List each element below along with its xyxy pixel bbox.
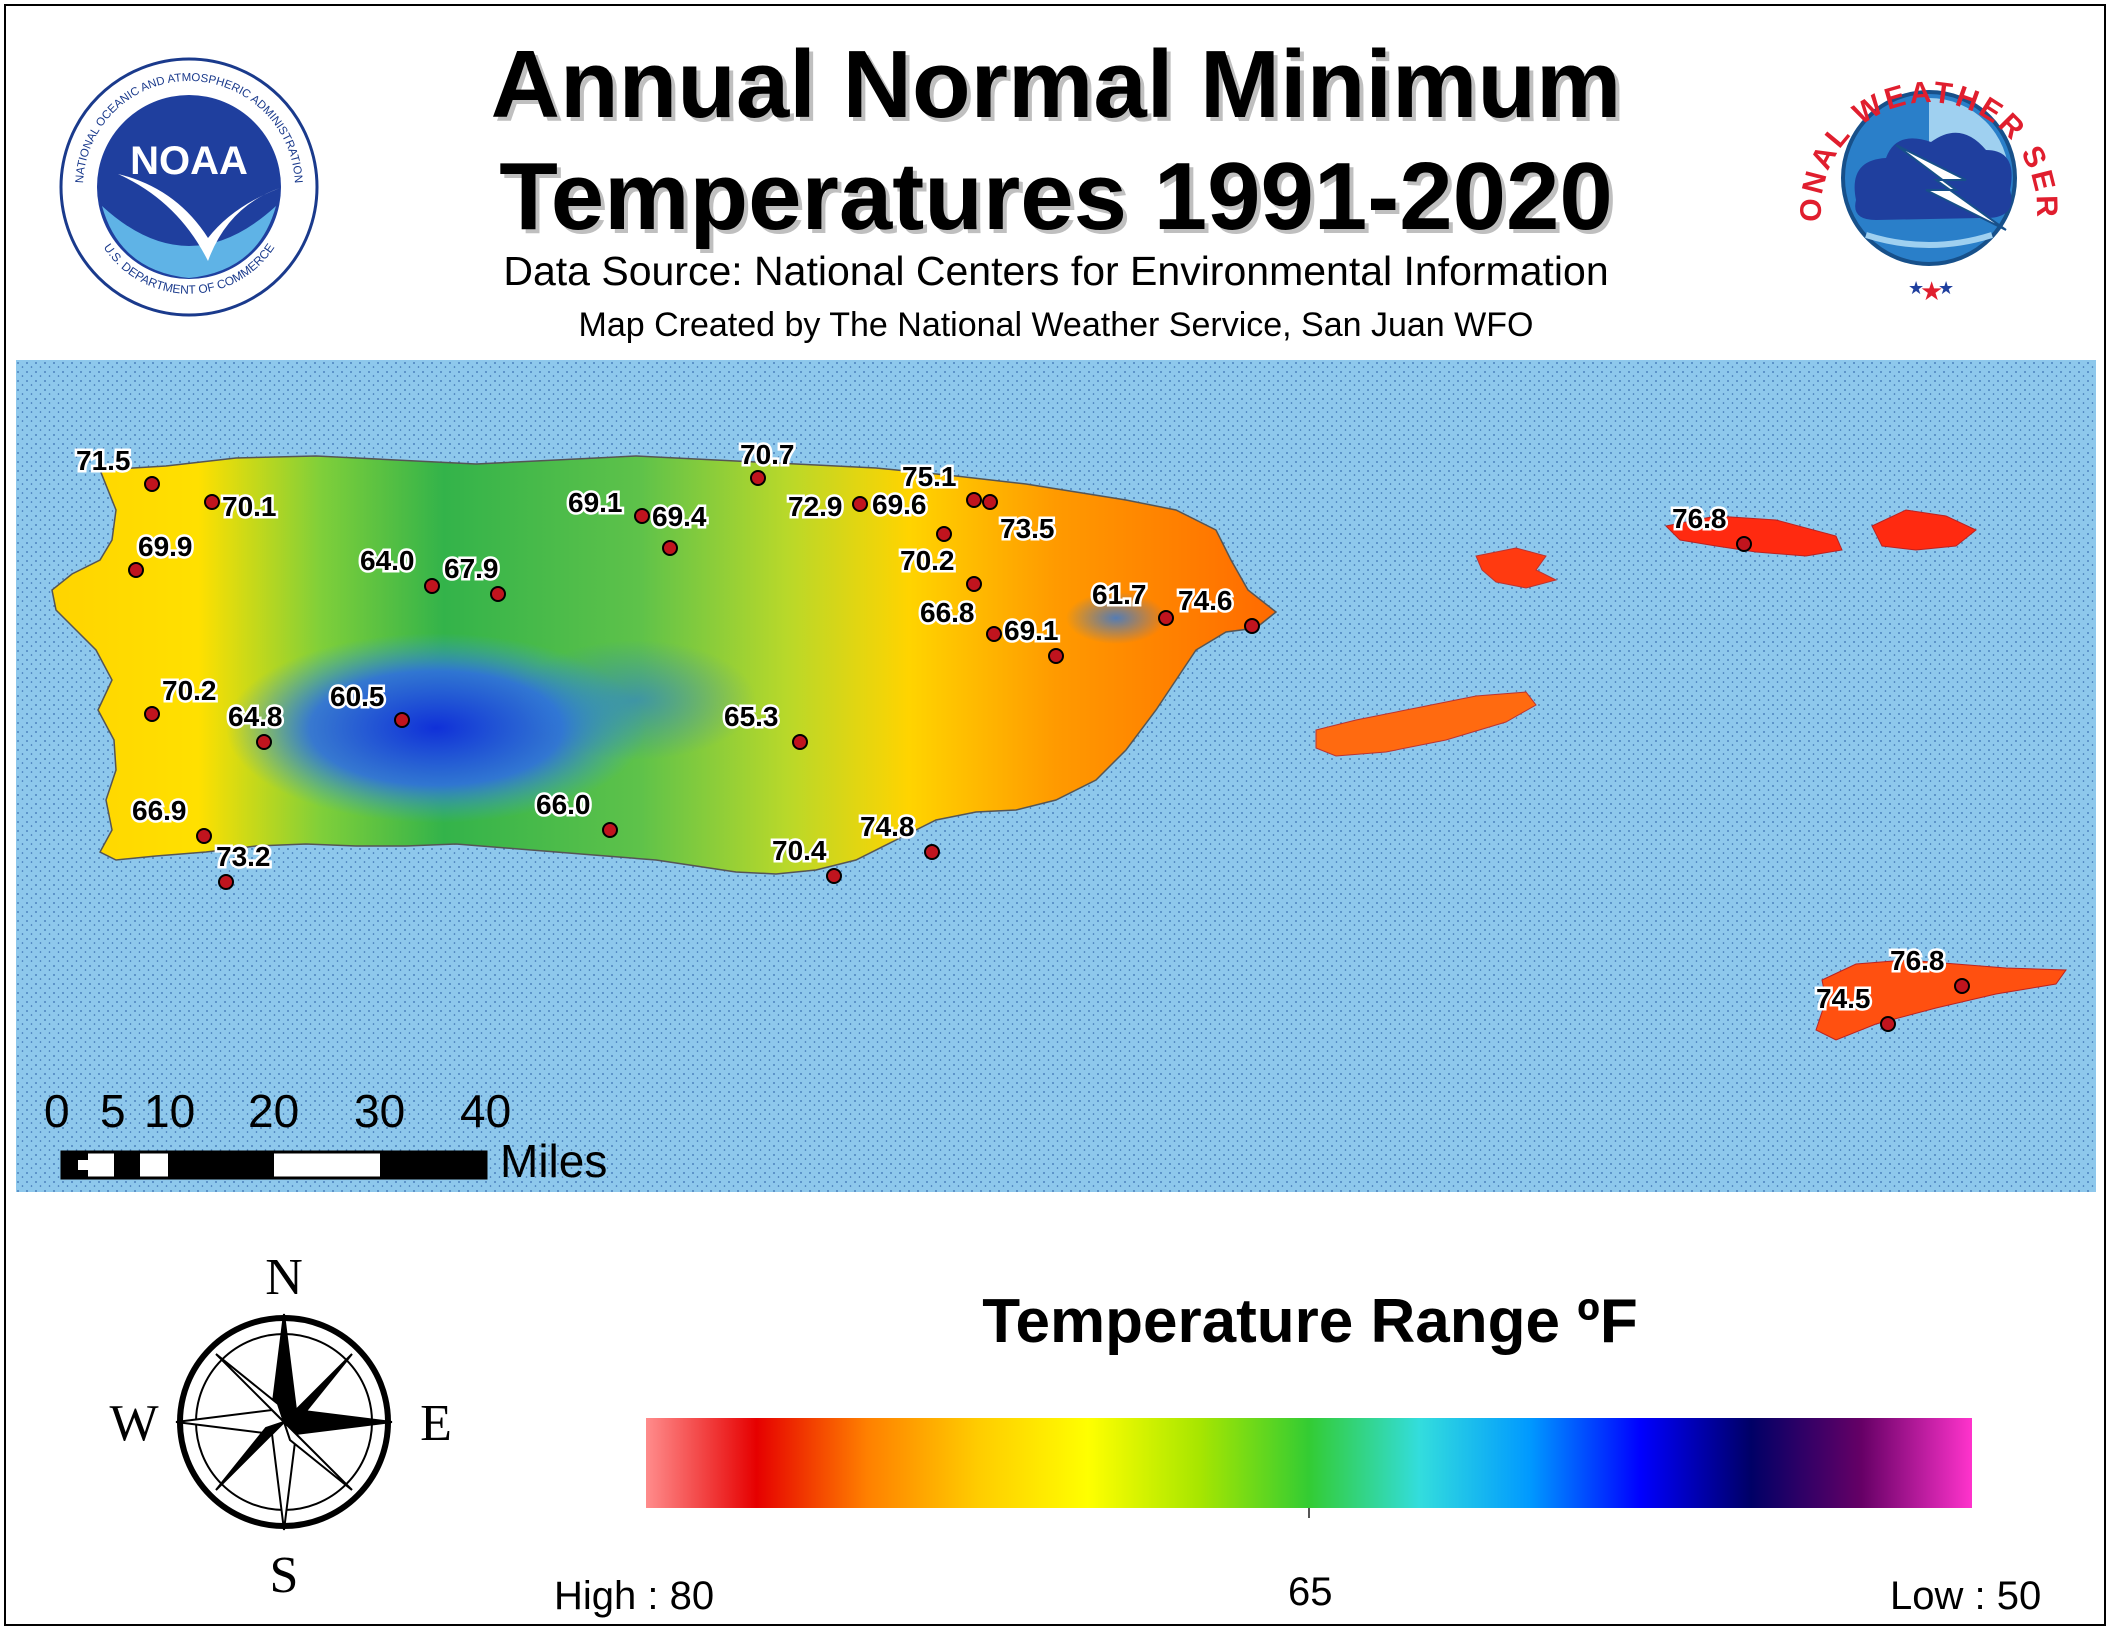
legend-mid-label: 65 [1288, 1570, 1333, 1614]
noaa-wordmark: NOAA [130, 139, 248, 183]
star-icon: ★ [1920, 276, 1943, 306]
scale-tick-20: 20 [248, 1085, 300, 1137]
station-dot [394, 712, 410, 728]
station-markers [128, 470, 1970, 1032]
station-label: 61.7 [1092, 579, 1147, 610]
station-label: 69.1 [568, 487, 623, 518]
station-dot [256, 734, 272, 750]
station-label: 69.6 [872, 489, 927, 520]
station-dot [966, 576, 982, 592]
station-dot [490, 586, 506, 602]
station-dot [792, 734, 808, 750]
station-label: 70.2 [162, 675, 217, 706]
station-label: 69.9 [138, 531, 193, 562]
station-dot [826, 868, 842, 884]
station-label: 72.9 [788, 491, 843, 522]
legend-mid-tick [1308, 1508, 1310, 1518]
station-dot [1880, 1016, 1896, 1032]
scale-tick-0: 0 [44, 1085, 70, 1137]
star-icon: ★ [1938, 278, 1954, 298]
station-label: 66.9 [132, 795, 187, 826]
station-dot [986, 626, 1002, 642]
station-label: 66.0 [536, 789, 591, 820]
compass-west: W [109, 1395, 158, 1452]
map-frame [4, 4, 2106, 1626]
station-dot [602, 822, 618, 838]
st-john-island [1871, 509, 1977, 551]
station-dot [1954, 978, 1970, 994]
compass-east: E [420, 1395, 452, 1452]
vieques-island [1315, 691, 1537, 757]
temperature-map: 71.5 70.1 69.9 64.0 67.9 69.1 69.4 70.7 … [16, 360, 2096, 1192]
station-dot [1048, 648, 1064, 664]
station-dot [936, 526, 952, 542]
station-dot [982, 494, 998, 510]
station-label: 70.1 [222, 491, 277, 522]
station-label: 65.3 [724, 701, 779, 732]
station-dot [1244, 618, 1260, 634]
map-title-line1: Annual Normal Minimum [490, 31, 1622, 138]
culebra-island [1475, 547, 1558, 589]
created-by-text: Map Created by The National Weather Serv… [578, 306, 1534, 344]
station-label: 64.8 [228, 701, 283, 732]
station-label: 74.8 [860, 811, 915, 842]
el-yunque-cold-zone [1066, 592, 1166, 644]
station-dot [966, 492, 982, 508]
st-thomas-island [1664, 515, 1843, 557]
station-label: 70.4 [772, 835, 827, 866]
legend-low-label: Low : 50 [1890, 1574, 2042, 1618]
scale-unit-label: Miles [500, 1135, 608, 1187]
station-dot [144, 476, 160, 492]
station-label: 73.5 [1000, 513, 1055, 544]
station-dot [204, 494, 220, 510]
scale-tick-5: 5 [100, 1085, 126, 1137]
station-dot [144, 706, 160, 722]
station-label: 69.1 [1004, 615, 1059, 646]
station-dot [218, 874, 234, 890]
compass-rose-icon: N S E W [109, 1249, 452, 1604]
station-label: 70.2 [900, 545, 955, 576]
data-source-text: Data Source: National Centers for Enviro… [503, 248, 1609, 294]
compass-south: S [270, 1547, 299, 1604]
station-label: 60.5 [330, 681, 385, 712]
station-label: 66.8 [920, 597, 975, 628]
station-labels: 71.5 70.1 69.9 64.0 67.9 69.1 69.4 70.7 … [74, 437, 1948, 1017]
scale-tick-30: 30 [354, 1085, 406, 1137]
station-label: 75.1 [902, 461, 957, 492]
station-label: 71.5 [76, 445, 131, 476]
scale-tick-10: 10 [144, 1085, 196, 1137]
station-dot [634, 508, 650, 524]
station-dot [128, 562, 144, 578]
map-title-line2: Temperatures 1991-2020 [499, 143, 1613, 250]
scale-tick-40: 40 [460, 1085, 512, 1137]
station-dot [750, 470, 766, 486]
station-dot [1736, 536, 1752, 552]
station-label: 69.4 [652, 501, 707, 532]
station-dot [852, 496, 868, 512]
station-dot [424, 578, 440, 594]
station-label: 76.8 [1672, 503, 1727, 534]
legend-title: Temperature Range ºF [982, 1287, 1638, 1356]
station-label: 73.2 [216, 841, 271, 872]
legend-high-label: High : 80 [554, 1574, 715, 1618]
station-label: 74.5 [1816, 983, 1871, 1014]
st-croix-island [1815, 959, 2067, 1041]
legend-color-ramp [646, 1418, 1972, 1508]
compass-north: N [265, 1249, 303, 1306]
station-label: 76.8 [1890, 945, 1945, 976]
station-dot [196, 828, 212, 844]
nws-logo: NATIONAL WEATHER SERVICE ★ ★ ★ [1796, 50, 2060, 311]
station-label: 70.7 [740, 439, 795, 470]
scale-bar [60, 1150, 488, 1180]
station-label: 64.0 [360, 545, 415, 576]
station-dot [1158, 610, 1174, 626]
station-dot [662, 540, 678, 556]
star-icon: ★ [1908, 278, 1924, 298]
station-label: 74.6 [1178, 585, 1233, 616]
station-label: 67.9 [444, 553, 499, 584]
station-dot [924, 844, 940, 860]
noaa-logo: NOAA NATIONAL OCEANIC AND ATMOSPHERIC AD… [59, 57, 319, 317]
